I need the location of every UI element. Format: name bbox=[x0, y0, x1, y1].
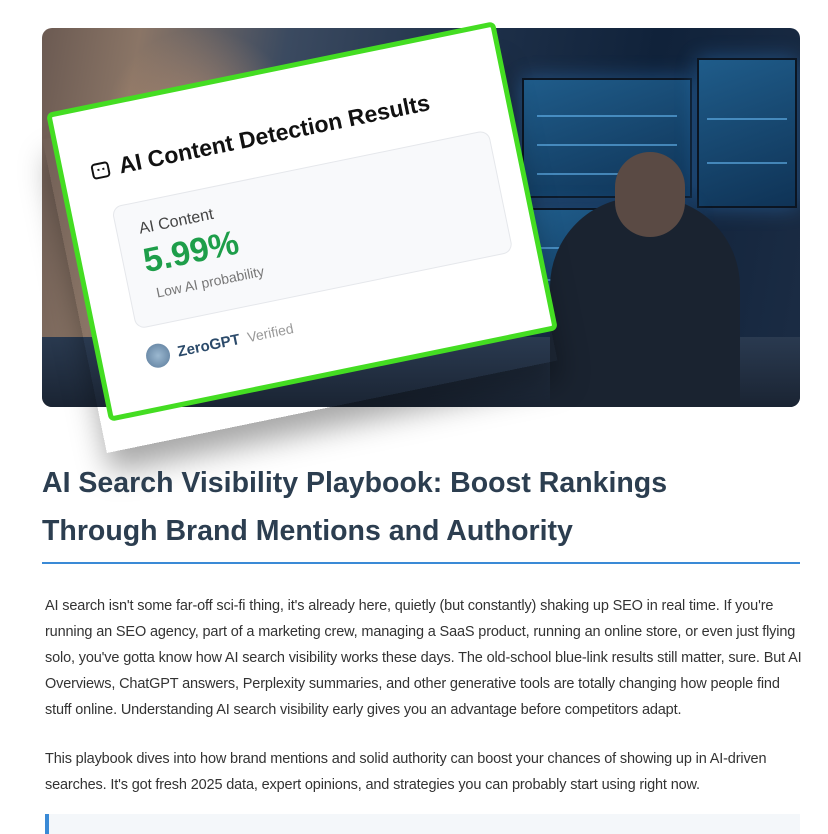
blockquote bbox=[45, 814, 800, 834]
robot-icon bbox=[90, 160, 111, 180]
card-footer: ZeroGPT Verified bbox=[143, 316, 296, 370]
intro-paragraph: AI search isn't some far-off sci-fi thin… bbox=[45, 598, 802, 718]
person-head bbox=[615, 152, 685, 237]
article-title: AI Search Visibility Playbook: Boost Ran… bbox=[42, 467, 668, 547]
monitor bbox=[697, 58, 797, 208]
zerogpt-logo-icon bbox=[143, 341, 173, 370]
title-divider bbox=[42, 562, 800, 564]
brand-name: ZeroGPT bbox=[175, 330, 242, 360]
verified-badge: Verified bbox=[245, 320, 295, 346]
playbook-paragraph: This playbook dives into how brand menti… bbox=[45, 751, 767, 793]
